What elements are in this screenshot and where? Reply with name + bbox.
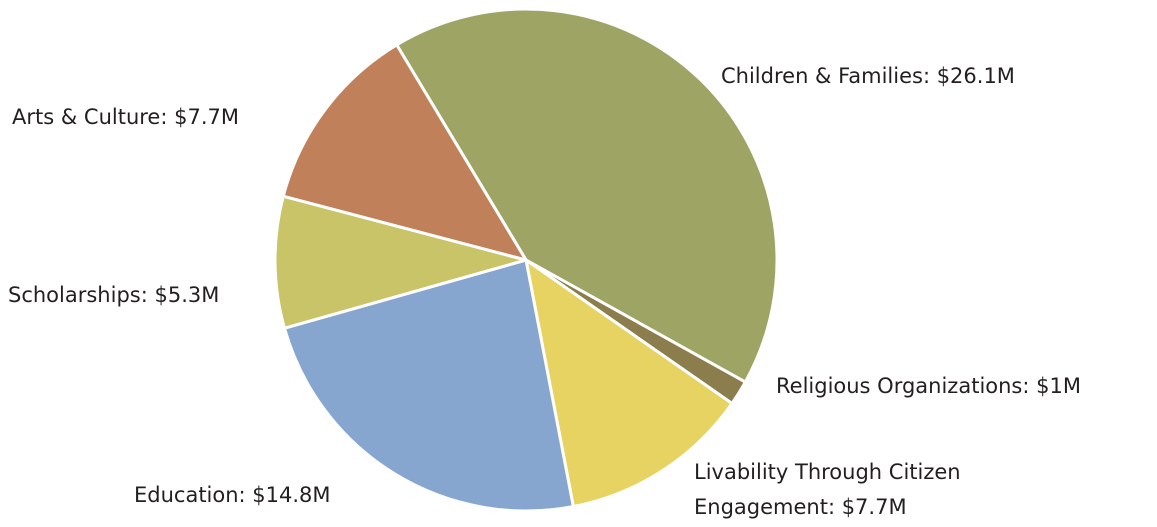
pie-slice-arts-culture bbox=[281, 43, 528, 262]
label-religious-organizations: Religious Organizations: $1M bbox=[776, 374, 1081, 398]
pie-slices bbox=[273, 7, 779, 513]
pie-slice-education bbox=[282, 258, 575, 513]
label-livability-line-2: Engagement: $7.7M bbox=[694, 495, 907, 519]
pie-slice-livability-through-citizen-engagement bbox=[524, 258, 734, 508]
label-arts-culture: Arts & Culture: $7.7M bbox=[12, 105, 239, 129]
pie-slice-scholarships bbox=[273, 194, 528, 330]
label-scholarships: Scholarships: $5.3M bbox=[8, 283, 219, 307]
label-livability-line-1: Livability Through Citizen bbox=[694, 460, 961, 484]
label-children-families: Children & Families: $26.1M bbox=[721, 64, 1015, 88]
pie-labels: Children & Families: $26.1M Religious Or… bbox=[8, 64, 1081, 519]
pie-slice-children-families bbox=[395, 7, 779, 384]
label-education: Education: $14.8M bbox=[134, 483, 331, 507]
